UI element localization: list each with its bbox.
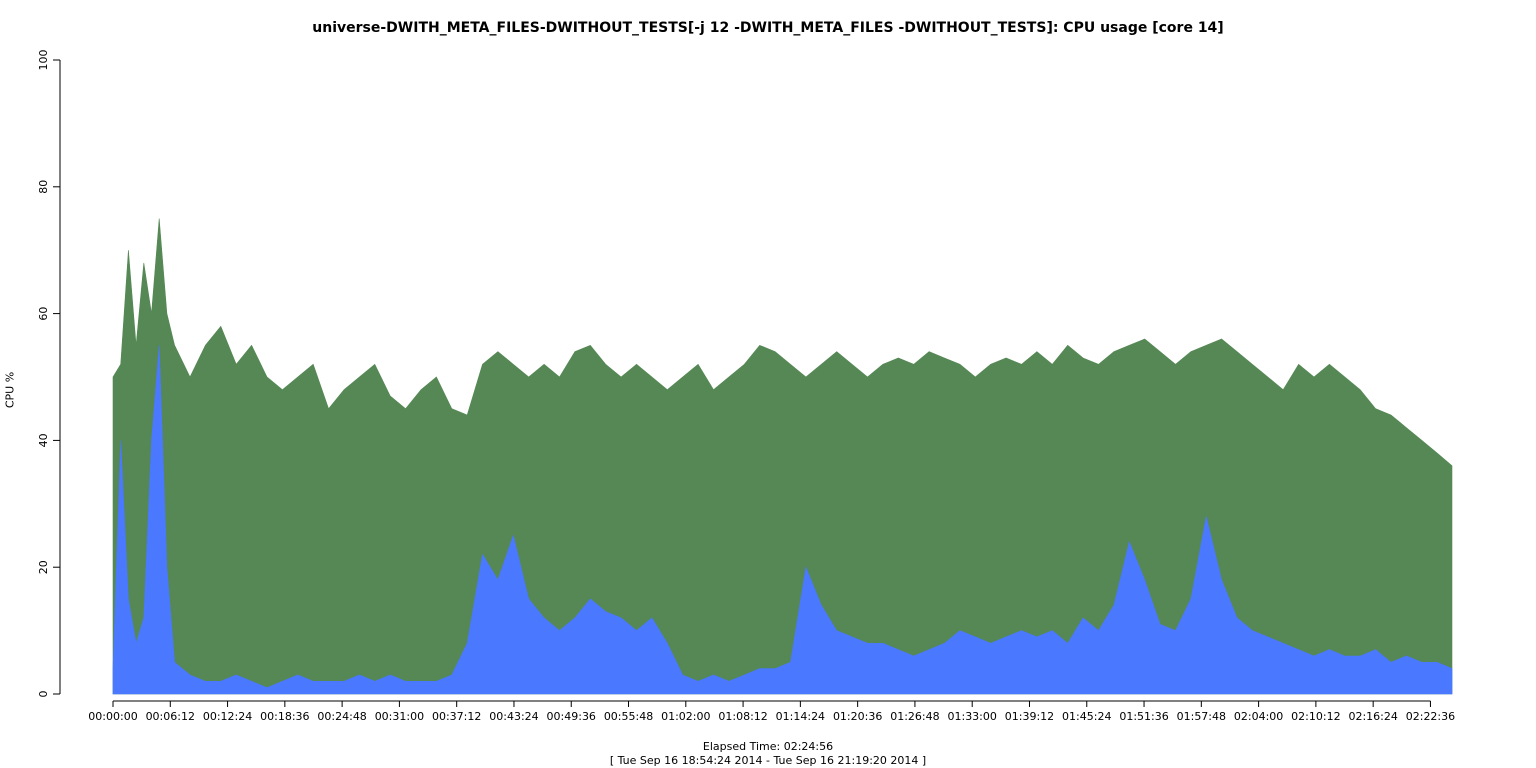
x-tick-label: 01:45:24 xyxy=(1062,710,1111,723)
x-tick-label: 01:08:12 xyxy=(718,710,767,723)
x-axis-time-range: [ Tue Sep 16 18:54:24 2014 - Tue Sep 16 … xyxy=(609,754,927,767)
x-tick-label: 02:04:00 xyxy=(1234,710,1283,723)
chart-title: universe-DWITH_META_FILES-DWITHOUT_TESTS… xyxy=(312,20,1224,36)
y-tick-label: 0 xyxy=(37,691,50,698)
y-tick-label: 40 xyxy=(37,433,50,447)
x-tick-label: 01:26:48 xyxy=(890,710,939,723)
x-axis: 00:00:00 00:06:12 00:12:24 00:18:36 00:24:48… xyxy=(88,700,1455,723)
y-tick-label: 100 xyxy=(37,50,50,71)
series-area-0 xyxy=(112,218,1453,695)
series-area-1 xyxy=(112,345,1453,695)
x-tick-label: 00:37:12 xyxy=(432,710,481,723)
y-tick-label: 80 xyxy=(37,180,50,194)
x-tick-label: 01:14:24 xyxy=(776,710,825,723)
y-axis: 0 20 40 60 80 100 xyxy=(37,50,61,698)
x-tick-label: 00:12:24 xyxy=(203,710,252,723)
x-tick-label: 00:06:12 xyxy=(146,710,195,723)
x-tick-label: 00:18:36 xyxy=(260,710,309,723)
x-tick-label: 01:02:00 xyxy=(661,710,710,723)
x-tick-label: 00:00:00 xyxy=(88,710,137,723)
x-tick-label: 02:10:12 xyxy=(1291,710,1340,723)
x-tick-label: 01:33:00 xyxy=(947,710,996,723)
x-tick-label: 01:39:12 xyxy=(1005,710,1054,723)
y-tick-label: 20 xyxy=(37,560,50,574)
x-tick-label: 00:43:24 xyxy=(489,710,538,723)
x-tick-label: 00:31:00 xyxy=(375,710,424,723)
x-tick-label: 00:24:48 xyxy=(317,710,366,723)
x-tick-label: 01:57:48 xyxy=(1177,710,1226,723)
x-tick-label: 02:16:24 xyxy=(1348,710,1397,723)
x-tick-label: 00:49:36 xyxy=(547,710,596,723)
y-tick-label: 60 xyxy=(37,307,50,321)
x-tick-label: 01:51:36 xyxy=(1119,710,1168,723)
x-tick-label: 01:20:36 xyxy=(833,710,882,723)
x-axis-label: Elapsed Time: 02:24:56 xyxy=(702,740,834,753)
plot-area xyxy=(112,218,1453,695)
x-tick-label: 00:55:48 xyxy=(604,710,653,723)
x-tick-label: 02:22:36 xyxy=(1406,710,1455,723)
